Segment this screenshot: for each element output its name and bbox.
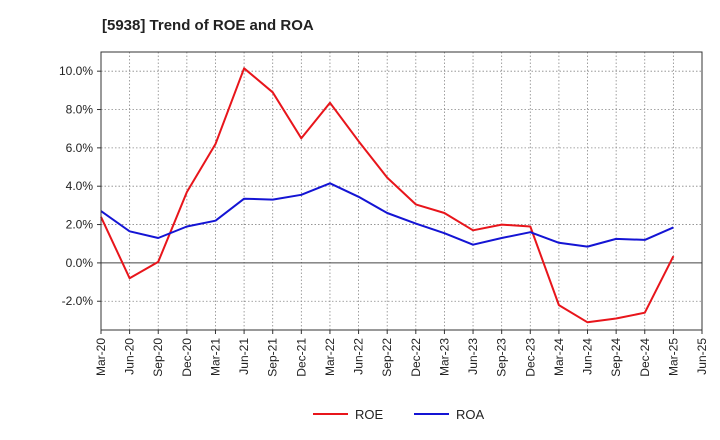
y-tick-label: 8.0% [66,103,94,117]
x-tick-label: Mar-25 [666,338,680,376]
y-tick-label: 0.0% [66,256,94,270]
x-tick-label: Mar-23 [437,338,451,376]
x-tick-label: Sep-20 [151,338,165,377]
x-tick-label: Jun-20 [123,338,137,375]
x-tick-label: Jun-24 [581,338,595,375]
x-tick-label: Jun-25 [695,338,709,375]
x-tick-label: Sep-24 [609,338,623,377]
x-tick-label: Dec-24 [638,338,652,377]
x-tick-label: Sep-21 [266,338,280,377]
legend-label-roa: ROA [456,407,485,422]
legend-label-roe: ROE [355,407,384,422]
x-tick-label: Jun-21 [237,338,251,375]
y-axis: 10.0% 8.0% 6.0% 4.0% 2.0% 0.0% -2.0% [59,64,101,308]
series-line-roe [100,67,675,324]
x-tick-label: Dec-22 [409,338,423,377]
x-tick-label: Dec-23 [523,338,537,377]
grid [101,52,702,330]
x-tick-label: Mar-20 [94,338,108,376]
y-tick-label: 6.0% [66,141,94,155]
x-axis: Mar-20 Jun-20 Sep-20 Dec-20 Mar-21 Jun-21 Sep-… [94,330,709,377]
x-tick-label: Mar-24 [552,338,566,376]
y-tick-label: 2.0% [66,218,94,232]
legend: ROE ROA [313,407,485,422]
x-tick-label: Sep-22 [380,338,394,377]
chart-title: [5938] Trend of ROE and ROA [102,17,314,34]
x-tick-label: Mar-22 [323,338,337,376]
x-tick-label: Dec-21 [294,338,308,377]
x-tick-label: Jun-22 [352,338,366,375]
x-tick-label: Jun-23 [466,338,480,375]
plot-area-border [100,51,703,331]
series-group [100,67,675,324]
x-tick-label: Sep-23 [495,338,509,377]
x-tick-label: Mar-21 [208,338,222,376]
y-tick-label: 4.0% [66,179,94,193]
y-tick-label: -2.0% [62,294,94,308]
y-tick-label: 10.0% [59,64,93,78]
series-line-roa [100,182,674,248]
x-tick-label: Dec-20 [180,338,194,377]
